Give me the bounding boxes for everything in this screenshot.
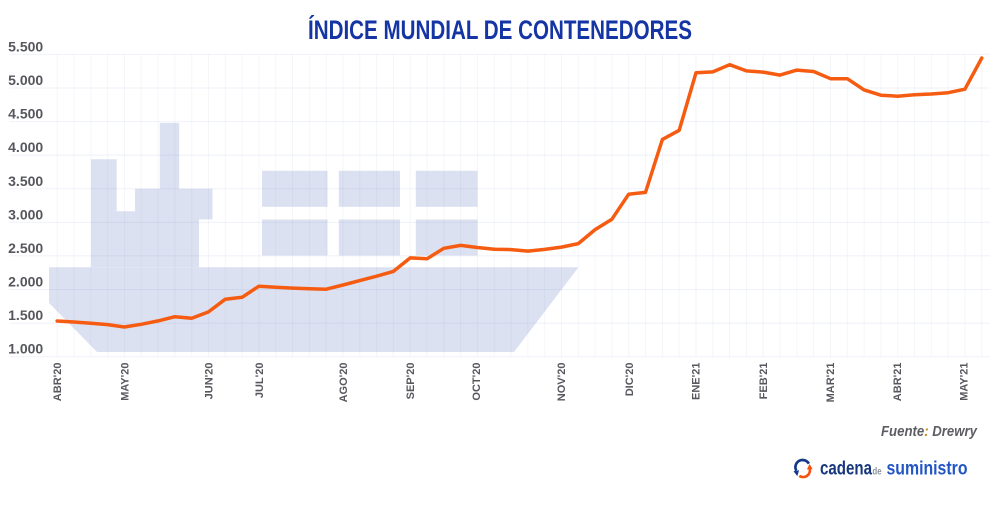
- svg-text:JUL'20: JUL'20: [254, 363, 266, 399]
- svg-text:5.500: 5.500: [8, 38, 43, 54]
- svg-text:SEP'20: SEP'20: [405, 363, 417, 400]
- svg-text:1.500: 1.500: [8, 307, 43, 323]
- svg-text:DIC'20: DIC'20: [624, 363, 636, 397]
- svg-text:1.000: 1.000: [8, 341, 43, 357]
- svg-text:Fuente: Drewry: Fuente: Drewry: [881, 423, 978, 440]
- svg-text:4.000: 4.000: [8, 139, 43, 155]
- svg-text:3.500: 3.500: [8, 173, 43, 189]
- svg-text:ENE'21: ENE'21: [691, 363, 703, 400]
- svg-text:4.500: 4.500: [8, 106, 43, 122]
- svg-text:AGO'20: AGO'20: [338, 363, 350, 403]
- svg-text:OCT'20: OCT'20: [471, 363, 483, 401]
- svg-text:FEB'21: FEB'21: [758, 363, 770, 400]
- svg-text:JUN'20: JUN'20: [203, 363, 215, 400]
- svg-text:5.000: 5.000: [8, 72, 43, 88]
- svg-text:MAR'21: MAR'21: [825, 363, 837, 403]
- svg-text:MAY'21: MAY'21: [959, 363, 971, 401]
- svg-text:3.000: 3.000: [8, 206, 43, 222]
- svg-text:ABR'20: ABR'20: [52, 363, 64, 402]
- svg-text:2.000: 2.000: [8, 274, 43, 290]
- svg-text:NOV'20: NOV'20: [556, 363, 568, 402]
- svg-text:de: de: [873, 467, 882, 478]
- svg-text:cadena: cadena: [820, 458, 872, 480]
- svg-text:suministro: suministro: [887, 458, 968, 480]
- svg-text:MAY'20: MAY'20: [119, 363, 131, 401]
- svg-text:2.500: 2.500: [8, 240, 43, 256]
- svg-text:ÍNDICE MUNDIAL DE CONTENEDORES: ÍNDICE MUNDIAL DE CONTENEDORES: [308, 14, 692, 45]
- svg-text:ABR'21: ABR'21: [892, 363, 904, 402]
